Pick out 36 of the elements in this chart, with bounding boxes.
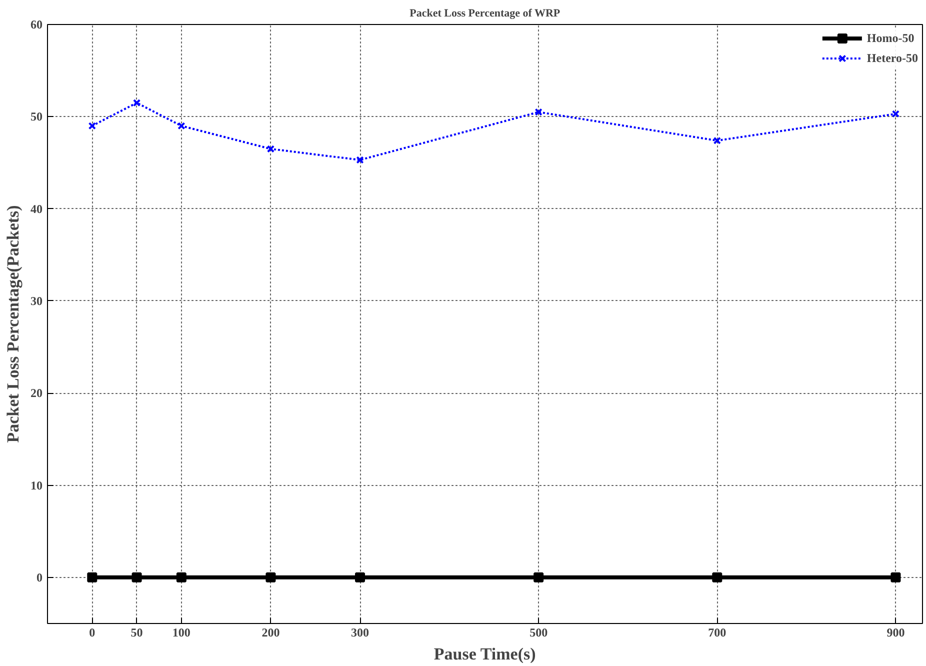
y-tick-label: 0 [36,570,42,584]
y-tick-label: 40 [30,202,42,216]
point [534,108,542,116]
x-tick-label: 900 [886,626,905,640]
point [132,572,142,582]
x-tick-label: 500 [530,626,548,640]
x-tick-label: 100 [172,626,190,640]
x-tick-label: 0 [89,626,96,640]
point [356,156,364,164]
point [87,572,98,582]
x-axis-title: Pause Time(s) [434,644,536,664]
point [892,110,900,118]
point [534,572,544,582]
point [178,122,186,130]
point [88,122,96,130]
point [176,572,186,582]
point [890,572,901,582]
y-tick-label: 20 [30,386,42,400]
point [355,572,365,582]
y-axis-title: Packet Loss Percentage(Packets) [4,205,22,443]
x-tick-label: 50 [130,626,143,640]
y-tick-label: 50 [30,110,42,124]
chart-title: Packet Loss Percentage of WRP [410,8,560,20]
y-tick-label: 30 [30,294,42,308]
x-tick-label: 300 [351,626,369,640]
y-tick-label: 60 [30,18,42,32]
point [713,136,721,144]
point [266,145,275,153]
x-tick-label: 700 [708,626,726,640]
point [132,99,141,107]
legend-label: Homo-50 [866,30,914,46]
legend-label: Hetero-50 [866,50,918,66]
x-tick-label: 200 [262,626,280,640]
point [712,572,722,582]
point [266,572,276,582]
y-tick-label: 10 [30,478,42,492]
